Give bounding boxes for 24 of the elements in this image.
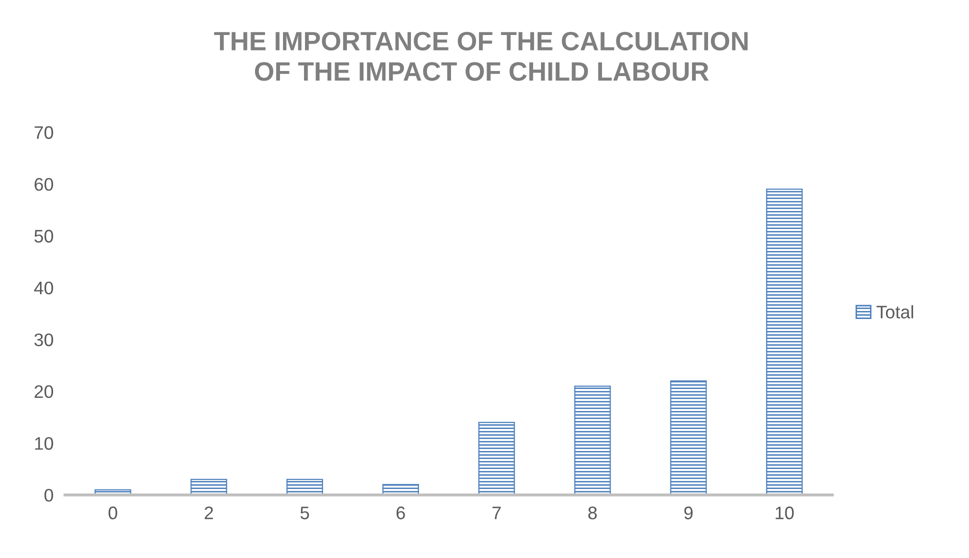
legend-label: Total <box>876 305 914 318</box>
y-tick-label: 10 <box>35 437 54 450</box>
y-tick-label: 20 <box>34 385 54 398</box>
x-tick-label: 5 <box>300 506 310 520</box>
chart-title: THE IMPORTANCE OF THE CALCULATION OF THE IMPACT OF CHILD LABOUR <box>214 32 748 81</box>
bar <box>670 380 707 495</box>
x-tick-label: 10 <box>776 506 794 520</box>
x-tick-label: 0 <box>108 506 118 520</box>
y-tick-label: 30 <box>34 333 54 346</box>
x-tick-label: 9 <box>684 506 693 520</box>
x-tick-label: 2 <box>204 506 213 520</box>
y-tick-label: 70 <box>34 126 54 139</box>
bar <box>766 188 803 495</box>
bar <box>190 478 228 495</box>
bar <box>478 422 515 495</box>
x-tick-label: 6 <box>396 506 405 520</box>
y-tick-label: 40 <box>34 282 54 294</box>
x-tick-label: 7 <box>492 506 501 520</box>
bar <box>574 386 611 495</box>
y-tick-label: 50 <box>34 230 54 243</box>
y-tick-label: 60 <box>34 178 54 191</box>
y-tick-label: 0 <box>44 488 54 502</box>
x-tick-label: 8 <box>588 506 597 520</box>
bar <box>286 478 324 495</box>
